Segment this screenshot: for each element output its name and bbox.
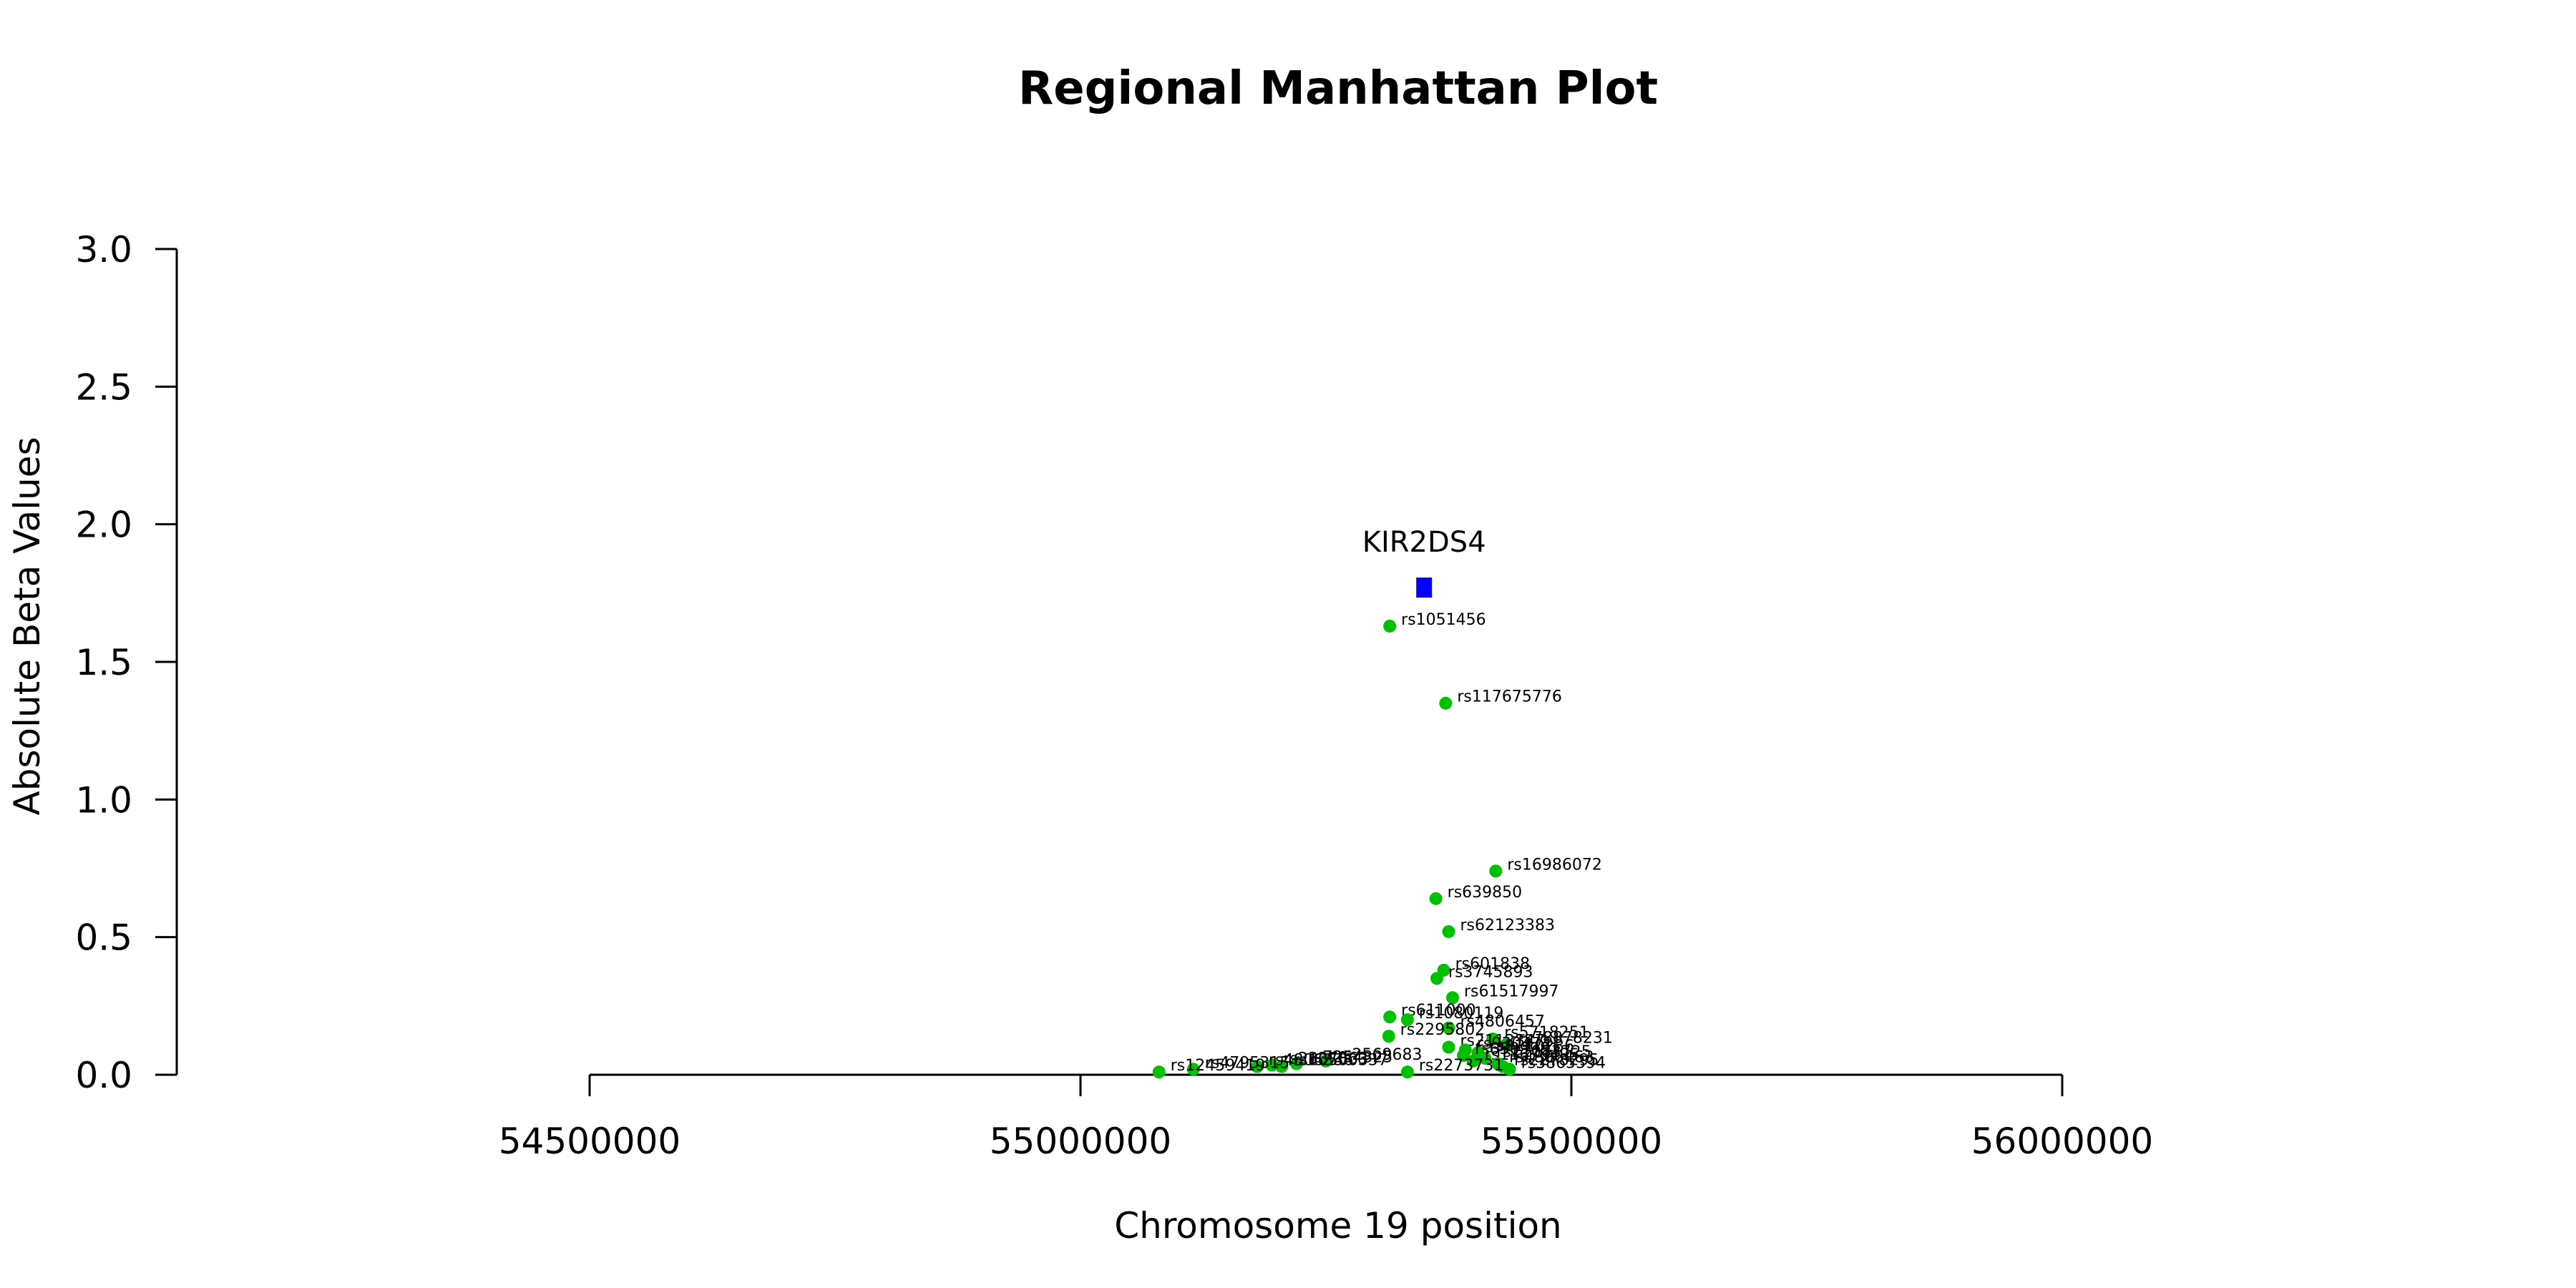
snp-point <box>1489 864 1503 878</box>
snp-point <box>1445 991 1459 1005</box>
snp-label: rs3865394 <box>1521 1054 1606 1072</box>
gene-layer: KIR2DS4 <box>1362 526 1486 598</box>
snp-point <box>1430 972 1444 985</box>
snp-label: rs117675776 <box>1457 688 1561 706</box>
y-tick-label: 0.0 <box>75 1055 132 1096</box>
y-tick-label: 2.0 <box>75 504 132 546</box>
snp-label: rs3745893 <box>1448 963 1533 981</box>
snp-label: rs9304741 <box>1477 1035 1562 1053</box>
snp-point <box>1152 1065 1166 1079</box>
snp-label: rs16986072 <box>1507 856 1601 874</box>
snp-label: rs2337863 <box>1284 1050 1369 1068</box>
snp-label: rs5718251 <box>1504 1024 1589 1042</box>
axes: 0.0 0.5 1.0 1.5 2.0 2.5 3.0 54500000 55000000 555… <box>75 229 2153 1162</box>
snp-label: rs10500337 <box>1293 1051 1387 1069</box>
gene-marker <box>1416 577 1433 598</box>
snp-point <box>1466 1054 1480 1068</box>
points-layer: rs1051456 rs117675776 rs16986072 rs639850 rs… <box>1152 611 1613 1079</box>
y-tick-label: 1.5 <box>75 642 132 683</box>
snp-label: rs2569683 <box>1337 1046 1423 1064</box>
snp-label: rs4795315 <box>1205 1054 1290 1072</box>
y-tick-label: 2.5 <box>75 366 132 408</box>
snp-point <box>1429 892 1443 905</box>
snp-point <box>1383 1010 1397 1024</box>
y-tick-label: 0.5 <box>75 917 132 959</box>
snp-label: rs1080119 <box>1419 1005 1504 1023</box>
snp-label: rs78878231 <box>1518 1030 1612 1048</box>
x-axis-label: Chromosome 19 position <box>1114 1205 1562 1246</box>
snp-point <box>1319 1054 1332 1068</box>
snp-label: rs4806336 <box>1269 1051 1354 1069</box>
snp-label: rs2273731 <box>1419 1057 1504 1075</box>
snp-point <box>1442 1040 1455 1054</box>
snp-point <box>1442 1021 1455 1035</box>
x-tick-label: 55000000 <box>990 1121 1172 1162</box>
snp-label: rs7254325 <box>1308 1049 1393 1067</box>
snp-point <box>1503 1063 1516 1076</box>
snp-label: rs11083725 <box>1496 1043 1591 1061</box>
y-tick-label: 3.0 <box>75 229 132 270</box>
snp-point <box>1400 1013 1414 1027</box>
snp-label: rs2278295 <box>1514 1051 1599 1069</box>
y-axis-label: Absolute Beta Values <box>6 437 48 816</box>
snp-label: rs2295802 <box>1400 1021 1485 1039</box>
snp-label: rs62123383 <box>1460 917 1555 935</box>
snp-label: rs2112347 <box>1460 1033 1546 1050</box>
snp-point <box>1289 1057 1303 1070</box>
snp-label: rs1051456 <box>1401 611 1486 629</box>
snp-label: rs639850 <box>1448 884 1523 902</box>
snp-point <box>1265 1058 1279 1072</box>
snp-label: rs61517997 <box>1464 982 1558 1000</box>
snp-point <box>1500 1038 1513 1051</box>
snp-label: rs601838 <box>1455 955 1531 973</box>
x-tick-label: 55500000 <box>1480 1121 1663 1162</box>
chart-title: Regional Manhattan Plot <box>1018 62 1658 115</box>
snp-point <box>1250 1060 1264 1073</box>
snp-label: rs611000 <box>1401 1002 1476 1020</box>
snp-point <box>1382 1030 1395 1043</box>
x-tick-label: 54500000 <box>499 1121 681 1162</box>
snp-point <box>1186 1063 1200 1076</box>
snp-point <box>1439 696 1453 710</box>
snp-label: rs8110236 <box>1490 1038 1575 1055</box>
snp-label: rs12459419 <box>1171 1057 1265 1075</box>
snp-label: rs4806457 <box>1460 1013 1546 1031</box>
snp-point <box>1383 619 1397 633</box>
snp-point <box>1442 924 1455 938</box>
snp-point <box>1478 1051 1492 1065</box>
snp-label: rs4806463 <box>1509 1049 1594 1067</box>
y-tick-label: 1.0 <box>75 779 132 821</box>
snp-point <box>1400 1065 1414 1079</box>
snp-point <box>1457 1049 1470 1063</box>
gene-label: KIR2DS4 <box>1362 526 1486 559</box>
snp-point <box>1275 1060 1289 1073</box>
x-tick-label: 56000000 <box>1971 1121 2154 1162</box>
snp-point <box>1486 1032 1500 1045</box>
